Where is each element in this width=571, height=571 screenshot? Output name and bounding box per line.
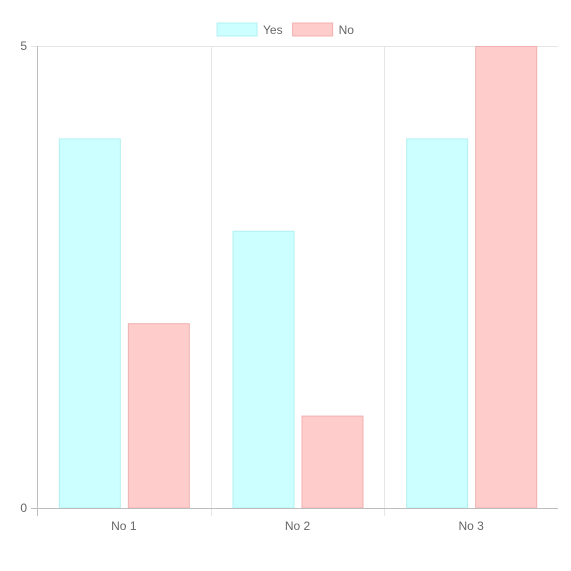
legend-item-no[interactable]: No <box>292 22 355 37</box>
bar-no-no-3 <box>475 46 538 509</box>
y-tick-label: 0 <box>20 501 27 515</box>
x-tick-label: No 3 <box>458 519 484 533</box>
y-tick-label: 5 <box>20 39 27 53</box>
bar-yes-no-2 <box>232 230 295 509</box>
legend-label: No <box>339 23 355 37</box>
x-tick-label: No 1 <box>111 519 137 533</box>
bar-no-no-1 <box>127 323 190 509</box>
grid-lines <box>31 46 558 516</box>
bar-yes-no-1 <box>58 138 121 509</box>
legend[interactable]: Yes No <box>216 22 355 37</box>
x-tick-label: No 2 <box>285 519 311 533</box>
legend-swatch <box>216 22 258 37</box>
bar-no-no-2 <box>301 415 364 509</box>
legend-label: Yes <box>263 23 283 37</box>
axes: 0 5 No 1 No 2 No 3 <box>20 39 558 533</box>
legend-item-yes[interactable]: Yes <box>216 22 283 37</box>
bar-yes-no-3 <box>406 138 469 509</box>
bars <box>58 46 538 509</box>
legend-swatch <box>292 22 334 37</box>
